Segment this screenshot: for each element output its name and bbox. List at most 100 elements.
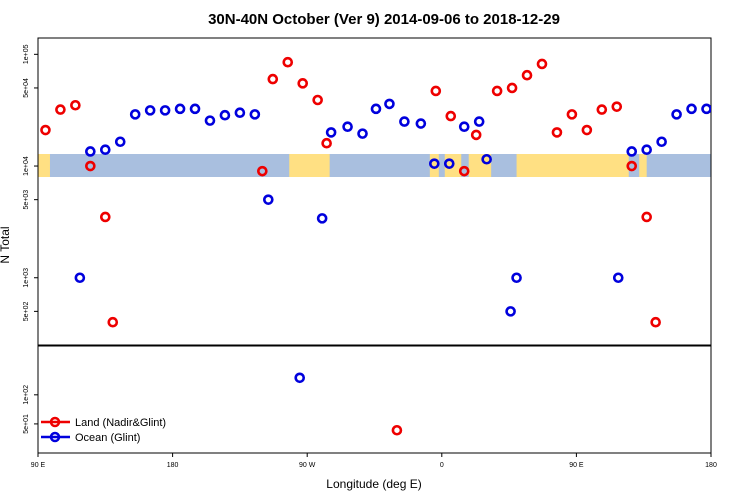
- land-mass-5: [516, 154, 629, 177]
- y-upper-tick-label-5: 1e+05: [23, 44, 30, 64]
- land-point-5: [107, 316, 119, 328]
- land-point-6: [257, 165, 268, 177]
- y-upper-tick-label-1: 1e+03: [23, 268, 30, 288]
- ocean-point-31: [626, 146, 638, 157]
- y-lower-tick-label-0: 5e+01: [23, 414, 30, 434]
- ocean-point-7: [174, 103, 186, 115]
- land-point-16: [470, 129, 482, 141]
- ocean-point-13: [263, 194, 274, 205]
- land-point-28: [650, 316, 661, 328]
- ocean-point-24: [443, 158, 455, 169]
- ocean-point-0: [74, 272, 86, 284]
- land-point-14: [445, 110, 457, 122]
- x-axis-label: Longitude (deg E): [326, 477, 421, 491]
- ocean-point-15: [316, 213, 328, 224]
- land-point-8: [282, 56, 294, 68]
- land-point-20: [536, 58, 548, 70]
- ocean-point-27: [481, 153, 492, 165]
- legend-item-ocean: Ocean (Glint): [41, 431, 140, 444]
- x-tick-label-0: 90 E: [31, 462, 46, 469]
- upper-panel-points: [40, 56, 711, 328]
- land-point-10: [312, 94, 323, 106]
- ocean-point-23: [429, 158, 440, 169]
- land-point-2: [70, 99, 81, 111]
- ocean-point-1: [85, 146, 96, 157]
- y-axis-upper: 5e+02 1e+03 5e+03 1e+04 5e+04 1e+05: [23, 44, 38, 321]
- y-upper-tick-label-0: 5e+02: [23, 301, 30, 321]
- land-point-18: [506, 82, 518, 94]
- land-point-13: [430, 85, 442, 97]
- ocean-point-29: [511, 272, 522, 284]
- land-mass-0: [38, 154, 50, 177]
- legend-marker-ocean: [49, 431, 61, 443]
- ocean-point-4: [129, 109, 141, 120]
- ocean-point-19: [370, 103, 382, 115]
- land-mass-1: [289, 154, 330, 177]
- ocean-point-11: [234, 107, 246, 119]
- ocean-point-6: [159, 105, 171, 116]
- legend-label-land: Land (Nadir&Glint): [75, 417, 166, 429]
- ocean-point-25: [458, 121, 470, 132]
- land-point-17: [491, 85, 503, 97]
- land-point-22: [566, 109, 578, 120]
- y-upper-tick-label-3: 1e+04: [23, 156, 30, 176]
- chart-title: 30N-40N October (Ver 9) 2014-09-06 to 20…: [208, 11, 560, 28]
- land-point-9: [297, 78, 309, 89]
- land-mass-2: [429, 154, 439, 177]
- ocean-point-10: [219, 109, 231, 121]
- land-point-27: [641, 211, 652, 223]
- legend-item-land: Land (Nadir&Glint): [41, 416, 166, 429]
- land-mass-7: [711, 154, 723, 177]
- ocean-point-9: [204, 115, 216, 126]
- x-tick-label-2: 90 W: [299, 462, 316, 469]
- x-tick-label-1: 180: [167, 462, 179, 469]
- land-point-0: [40, 124, 51, 136]
- land-point-26: [626, 160, 638, 172]
- land-point-12: [391, 424, 403, 436]
- ocean-point-33: [656, 136, 667, 148]
- x-axis: 90 E 180 90 W 0 90 E 180: [31, 453, 717, 469]
- lower-panel-points: [294, 372, 403, 436]
- ocean-point-17: [342, 121, 353, 132]
- land-mass-4: [468, 154, 492, 177]
- land-point-3: [85, 160, 96, 172]
- ocean-point-2: [100, 144, 111, 156]
- ocean-point-16: [325, 127, 337, 138]
- y-upper-tick-label-2: 5e+03: [23, 190, 30, 210]
- ocean-point-22: [415, 118, 427, 129]
- ocean-point-5: [144, 105, 156, 116]
- ocean-point-35: [686, 103, 697, 115]
- ocean-point-8: [189, 103, 201, 115]
- ocean-point-18: [357, 128, 368, 139]
- legend-marker-land: [49, 416, 61, 428]
- x-tick-label-3: 0: [440, 462, 444, 469]
- land-point-11: [321, 137, 332, 149]
- ocean-point-28: [505, 306, 516, 317]
- y-axis-label: N Total: [0, 226, 12, 263]
- y-lower-tick-label-1: 1e+02: [23, 385, 30, 405]
- ocean-point-14: [294, 372, 306, 384]
- land-point-1: [55, 104, 66, 115]
- ocean-point-32: [641, 144, 652, 156]
- land-point-15: [458, 165, 470, 177]
- ocean-point-26: [473, 116, 485, 127]
- land-point-24: [596, 104, 608, 115]
- land-point-25: [611, 101, 623, 112]
- ocean-point-20: [384, 98, 395, 110]
- land-mass-6: [639, 154, 647, 177]
- land-point-23: [581, 124, 593, 136]
- x-tick-label-4: 90 E: [569, 462, 584, 469]
- ocean-point-30: [612, 272, 624, 284]
- land-point-4: [100, 211, 111, 223]
- y-axis-lower: 5e+01 1e+02: [23, 385, 38, 434]
- ocean-point-3: [114, 136, 126, 148]
- legend: Land (Nadir&Glint) Ocean (Glint): [41, 416, 166, 444]
- x-tick-label-5: 180: [705, 462, 717, 469]
- ocean-point-21: [399, 116, 410, 127]
- ocean-point-36: [701, 103, 711, 115]
- y-upper-tick-label-4: 5e+04: [23, 78, 30, 98]
- map-strip: [38, 154, 723, 177]
- land-point-7: [267, 73, 279, 85]
- lower-plot-frame: [37, 345, 712, 454]
